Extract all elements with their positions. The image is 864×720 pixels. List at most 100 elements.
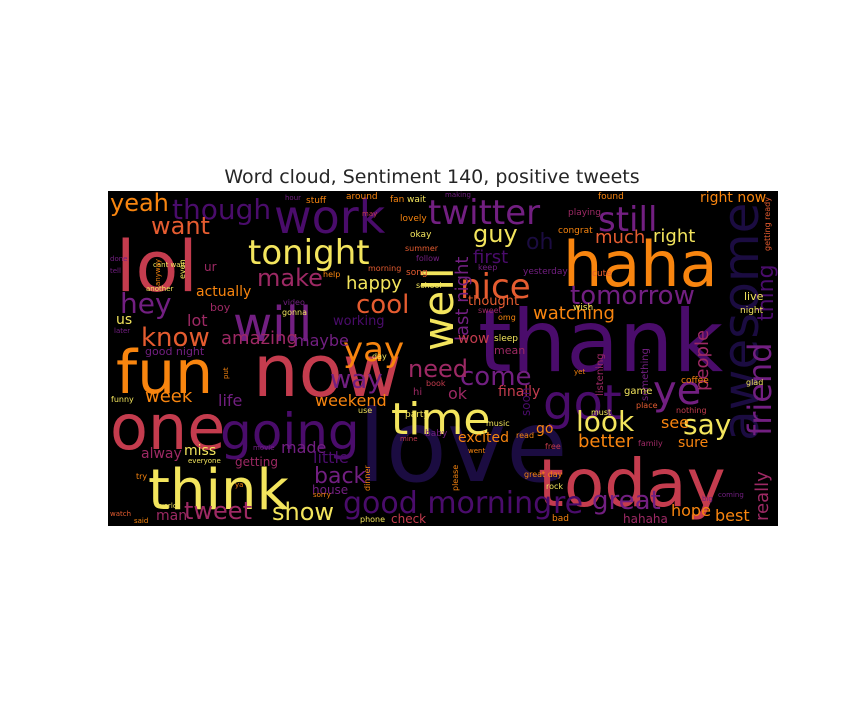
word-lol: lol bbox=[116, 226, 198, 308]
word-lot: lot bbox=[187, 311, 208, 330]
word-wish: wish bbox=[573, 303, 593, 313]
word-one: one bbox=[110, 391, 225, 464]
word-friend: friend bbox=[741, 342, 778, 436]
word-wait: wait bbox=[407, 195, 426, 205]
word-tweet: tweet bbox=[184, 497, 252, 525]
word-song: song bbox=[406, 268, 428, 278]
word-use: use bbox=[358, 406, 372, 415]
word-another: another bbox=[146, 285, 173, 293]
word-everyone: everyone bbox=[188, 457, 221, 465]
word-know: know bbox=[141, 323, 210, 353]
word-glad: glad bbox=[746, 378, 763, 387]
word-show: show bbox=[272, 498, 334, 526]
word-free: free bbox=[545, 442, 561, 451]
word-week: week bbox=[145, 386, 193, 407]
word-oh: oh bbox=[526, 230, 553, 255]
word-game: game bbox=[624, 386, 652, 397]
word-hi: hi bbox=[413, 387, 422, 398]
word-bad: bad bbox=[552, 514, 569, 524]
word-little: little bbox=[313, 448, 349, 467]
word-thing: thing bbox=[754, 264, 778, 321]
word-getting: getting bbox=[235, 455, 278, 469]
word-back: back bbox=[314, 464, 367, 489]
word-baby: baby bbox=[425, 429, 448, 439]
word-life: life bbox=[218, 391, 242, 410]
chart-title: Word cloud, Sentiment 140, positive twee… bbox=[224, 166, 640, 188]
word-party: party bbox=[405, 410, 429, 420]
word-alway: alway bbox=[141, 446, 182, 462]
word-right-now: right now bbox=[700, 191, 766, 206]
word-video: video bbox=[283, 298, 305, 307]
word-please: please bbox=[451, 465, 460, 491]
word-night: night bbox=[740, 306, 764, 316]
word-getting-ready: getting ready bbox=[763, 197, 772, 251]
word-actually: actually bbox=[196, 284, 251, 300]
word-well: well bbox=[414, 267, 463, 351]
word-good-night: good night bbox=[145, 345, 205, 358]
word-help: help bbox=[323, 270, 340, 279]
word-phone: phone bbox=[360, 515, 385, 524]
word-live: live bbox=[744, 290, 764, 303]
word-man: man bbox=[156, 508, 187, 524]
word-though: though bbox=[172, 193, 271, 226]
word-summer: summer bbox=[405, 244, 439, 253]
word-went: went bbox=[468, 447, 485, 455]
word-great: great bbox=[592, 486, 661, 516]
word-follow: follow bbox=[416, 254, 440, 263]
word-nothing: nothing bbox=[676, 406, 707, 415]
word-hope: hope bbox=[671, 501, 711, 520]
word-people: people bbox=[692, 330, 713, 391]
word-found: found bbox=[598, 192, 624, 202]
word-made: made bbox=[281, 438, 326, 457]
word-need: need bbox=[408, 355, 468, 383]
word-cloud-background bbox=[108, 191, 778, 526]
word-keep: keep bbox=[478, 263, 497, 272]
word-something: something bbox=[640, 348, 651, 401]
word-maybe: maybe bbox=[294, 331, 349, 350]
word-thank: thank bbox=[478, 292, 723, 392]
word-yesterday: yesterday bbox=[523, 267, 568, 277]
word-time: time bbox=[391, 394, 490, 445]
word-look: look bbox=[576, 405, 635, 438]
word-great-day: great day bbox=[524, 470, 563, 479]
word-gonna: gonna bbox=[282, 308, 307, 317]
word-making: making bbox=[445, 191, 471, 199]
word-said: said bbox=[134, 517, 148, 525]
word-going: going bbox=[220, 403, 360, 461]
word-lovely: lovely bbox=[400, 214, 427, 224]
word-music: music bbox=[486, 419, 510, 428]
word-happy: happy bbox=[346, 273, 402, 294]
word-listening: listening bbox=[595, 353, 606, 396]
word-coffee: coffee bbox=[681, 376, 709, 386]
word-watch: watch bbox=[110, 510, 131, 518]
word-read: read bbox=[516, 431, 534, 440]
word-house: house bbox=[312, 483, 348, 497]
word-playing: playing bbox=[568, 208, 601, 218]
word-check: check bbox=[391, 512, 426, 526]
word-okay: okay bbox=[410, 230, 432, 240]
word-coming: coming bbox=[718, 491, 744, 499]
word-nice: nice bbox=[460, 267, 531, 307]
word-go: go bbox=[536, 421, 553, 437]
word-guy: guy bbox=[473, 220, 518, 248]
word-cute: cute bbox=[592, 269, 612, 279]
word-got: got bbox=[543, 375, 622, 431]
word-congrat: congrat bbox=[558, 226, 593, 236]
word-wow: wow bbox=[458, 331, 489, 347]
word-omg: omg bbox=[498, 313, 516, 322]
word-re: re bbox=[553, 486, 583, 521]
word-last-night: last night bbox=[452, 257, 473, 342]
word-really: really bbox=[752, 471, 773, 521]
word-best: best bbox=[715, 506, 750, 525]
word-now: now bbox=[253, 329, 402, 413]
word-even: even bbox=[178, 259, 187, 279]
word-ye: ye bbox=[653, 368, 701, 414]
word-sure: sure bbox=[678, 435, 708, 451]
word-good-morning: good morning bbox=[343, 486, 552, 521]
word-sweet: sweet bbox=[478, 306, 502, 315]
word-will: will bbox=[233, 297, 312, 353]
word-movie: movie bbox=[253, 444, 275, 452]
word-say: say bbox=[683, 408, 731, 441]
word-later: later bbox=[114, 327, 130, 335]
word-family: family bbox=[638, 439, 663, 448]
